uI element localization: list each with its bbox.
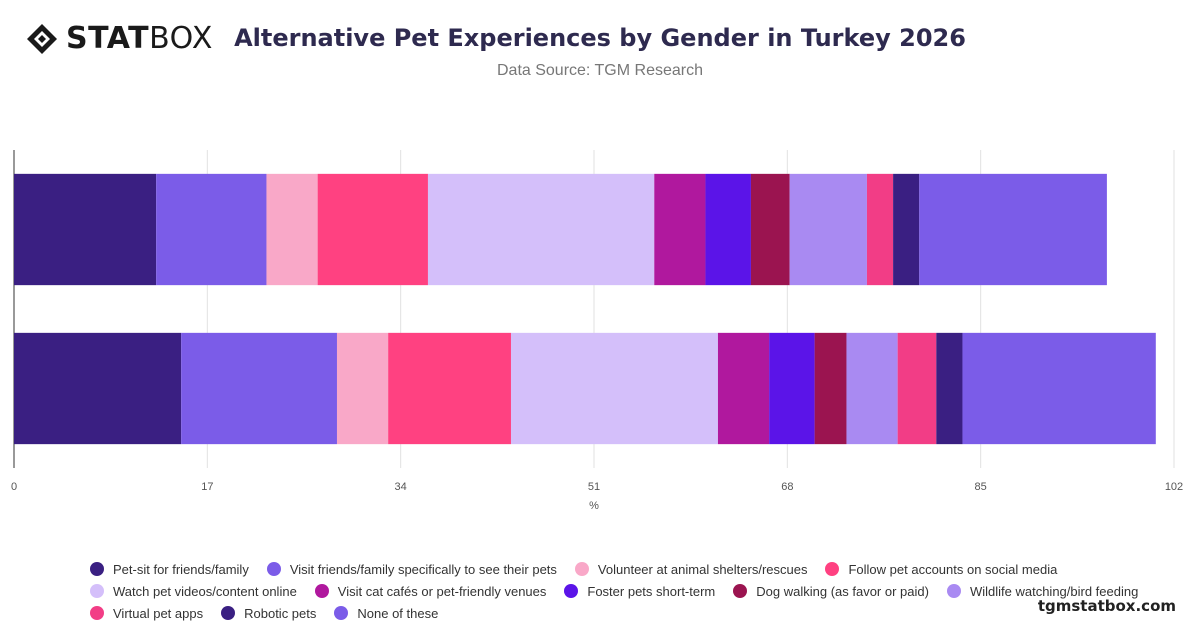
legend-item[interactable]: Foster pets short-term — [564, 584, 715, 599]
x-tick-label: 0 — [11, 481, 17, 493]
legend-label: Pet-sit for friends/family — [113, 561, 249, 577]
legend-item[interactable]: Volunteer at animal shelters/rescues — [574, 561, 808, 577]
brand-name: STATBOX — [66, 22, 213, 56]
legend-swatch — [90, 584, 104, 598]
chart-title: Alternative Pet Experiences by Gender in… — [234, 24, 966, 52]
legend-item[interactable]: Wildlife watching/bird feeding — [946, 583, 1139, 599]
brand-name-light: BOX — [149, 21, 213, 56]
legend-label: Watch pet videos/content online — [113, 583, 297, 599]
bar-segment — [266, 173, 318, 286]
bar-segment — [814, 332, 847, 445]
legend-swatch — [733, 584, 748, 598]
bar-segment — [897, 332, 937, 445]
diamond-logo-icon — [27, 24, 57, 54]
bar-segment — [919, 173, 1107, 286]
legend-swatch — [221, 606, 236, 620]
chart-legend: Pet-sit for friends/family Visit friends/… — [90, 558, 1138, 624]
legend-swatch — [90, 606, 104, 620]
legend-item[interactable]: Visit friends/family specifically to see… — [266, 561, 557, 577]
chart-subtitle: Data Source: TGM Research — [496, 62, 703, 79]
bar-segment — [14, 173, 157, 286]
legend-label: Foster pets short-term — [587, 583, 716, 599]
bar-segment — [893, 173, 920, 286]
legend-swatch — [334, 606, 349, 620]
legend-item[interactable]: Robotic pets — [221, 606, 316, 621]
x-tick-label: 85 — [975, 481, 987, 493]
bar-segment — [317, 173, 428, 286]
legend-swatch — [266, 562, 281, 576]
bar-segment — [388, 332, 511, 445]
legend-label: Wildlife watching/bird feeding — [969, 583, 1139, 599]
legend-item[interactable]: Watch pet videos/content online — [90, 584, 297, 599]
bar-segment — [427, 173, 655, 286]
watermark: tgmstatbox.com — [1037, 597, 1176, 615]
bar-segment — [789, 173, 867, 286]
bar-segment — [510, 332, 718, 445]
legend-label: Follow pet accounts on social media — [848, 561, 1058, 577]
legend-label: Visit cat cafés or pet-friendly venues — [337, 583, 547, 599]
legend-label: Visit friends/family specifically to see… — [289, 561, 557, 577]
legend-label: Dog walking (as favor or paid) — [756, 583, 929, 599]
legend-item[interactable]: Dog walking (as favor or paid) — [733, 584, 929, 599]
legend-item[interactable]: None of these — [334, 606, 438, 621]
legend-label: Virtual pet apps — [113, 605, 204, 621]
x-tick-label: 51 — [588, 481, 600, 493]
brand-name-bold: STAT — [66, 21, 150, 56]
legend-item[interactable]: Pet-sit for friends/family — [90, 562, 249, 577]
legend-label: None of these — [357, 605, 439, 621]
x-tick-label: 68 — [781, 481, 793, 493]
x-tick-label: 34 — [395, 481, 407, 493]
bar-segment — [14, 332, 182, 445]
bar-segment — [181, 332, 337, 445]
bar-segment — [717, 332, 770, 445]
legend-label: Robotic pets — [244, 605, 317, 621]
legend-swatch — [825, 562, 840, 576]
x-axis-label: % — [589, 500, 599, 512]
bar-segment — [705, 173, 751, 286]
legend-swatch — [90, 562, 104, 576]
bar-segment — [846, 332, 898, 445]
brand-logo: STATBOX — [26, 22, 213, 56]
bar-segment — [156, 173, 267, 286]
legend-label: Volunteer at animal shelters/rescues — [597, 561, 808, 577]
legend-swatch — [946, 584, 961, 598]
legend-row: Watch pet videos/content online Visit cat… — [90, 580, 1138, 602]
legend-item[interactable]: Virtual pet apps — [90, 606, 203, 621]
legend-item[interactable]: Follow pet accounts on social media — [825, 562, 1057, 577]
bar-segment — [866, 173, 894, 286]
bar-segment — [750, 173, 790, 286]
legend-item[interactable]: Visit cat cafés or pet-friendly venues — [314, 583, 547, 599]
legend-swatch — [314, 584, 329, 598]
bar-segment — [769, 332, 815, 445]
legend-swatch — [574, 562, 589, 576]
bar-segment — [654, 173, 706, 286]
stacked-bar-chart: 0 17 34 51 68 85 102% — [11, 150, 1183, 512]
legend-row: Virtual pet apps Robotic pets None of thes… — [90, 602, 1130, 624]
bar-segment — [962, 332, 1156, 445]
x-tick-label: 17 — [201, 481, 213, 493]
legend-swatch — [564, 584, 579, 598]
bar-segment — [336, 332, 389, 445]
legend-row: Pet-sit for friends/family Visit friends/… — [90, 558, 1130, 580]
bar-segment — [936, 332, 963, 445]
x-tick-label: 102 — [1165, 481, 1183, 493]
